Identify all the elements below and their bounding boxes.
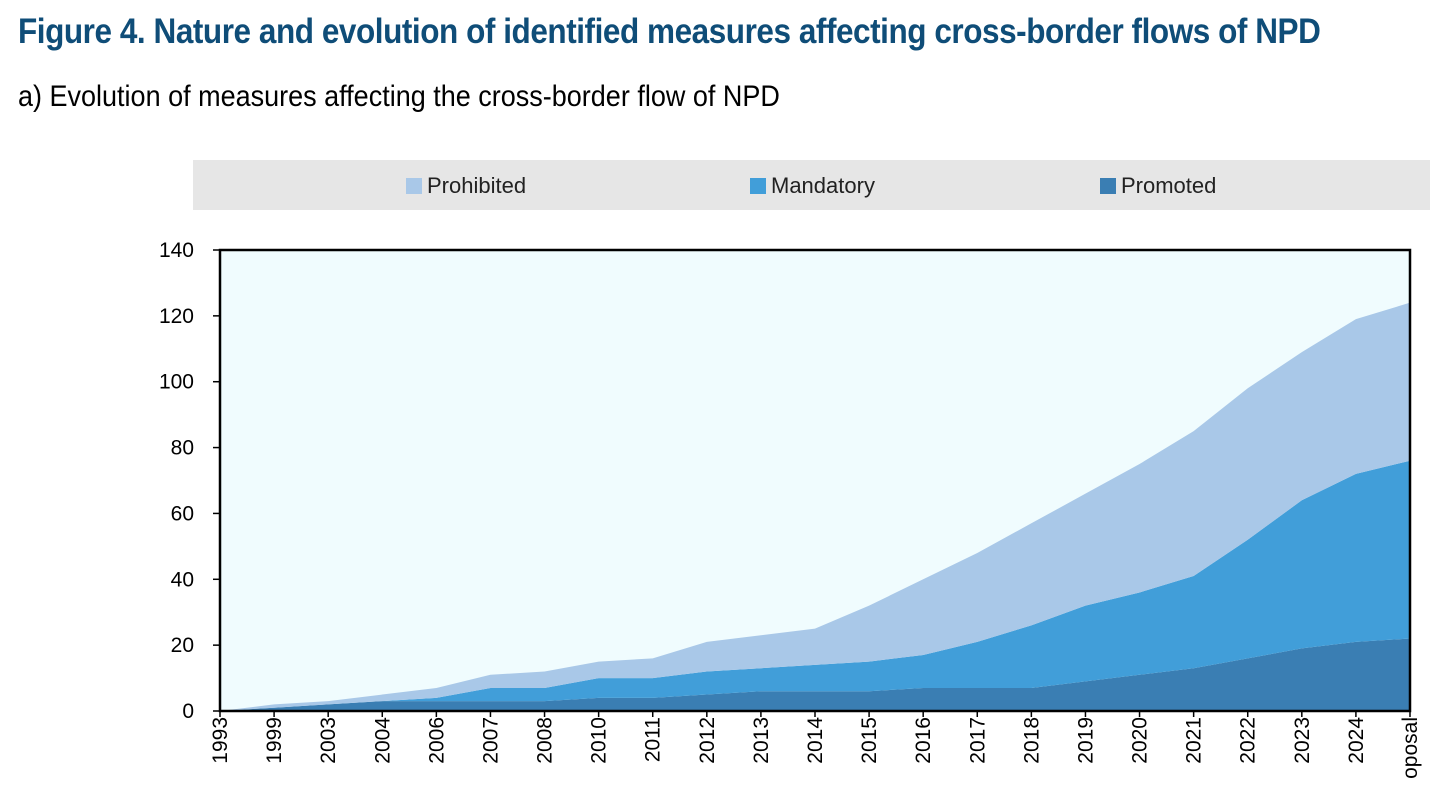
x-tick-label: 2017 [966,717,989,764]
x-tick-label: 2022 [1237,717,1260,764]
legend-item-promoted: Promoted [1100,173,1216,199]
legend-label-mandatory: Mandatory [771,173,875,198]
x-tick-label: 2008 [534,717,557,764]
x-tick-label: 2011 [642,717,665,762]
x-tick-label: 1999 [263,717,286,764]
area-promoted [220,638,1410,711]
x-tick-label: 2018 [1020,717,1043,764]
chart-legend: Prohibited Mandatory Promoted [193,160,1430,210]
y-tick-label: 120 [159,305,194,328]
area-prohibited [220,302,1410,711]
x-tick-label: 2020 [1129,717,1152,764]
x-tick-label: oposal [1399,717,1422,779]
x-tick-label: 2003 [317,717,340,764]
x-tick-label: 2023 [1291,717,1314,764]
legend-swatch-mandatory [750,178,766,194]
x-tick-label: 2014 [804,717,827,764]
legend-label-promoted: Promoted [1121,173,1217,198]
area-mandatory [220,460,1410,711]
x-tick-label: 2012 [696,717,719,764]
y-tick-label: 60 [171,502,194,525]
y-tick-label: 0 [182,700,194,723]
x-tick-label: 2021 [1183,717,1206,764]
y-tick-label: 40 [171,568,194,591]
x-tick-label: 2019 [1074,717,1097,764]
x-tick-label: 2010 [588,717,611,764]
x-tick-label: 2016 [912,717,935,764]
x-tick-label: 2006 [425,717,448,764]
x-tick-label: 2024 [1345,717,1368,764]
y-tick-label: 100 [159,371,194,394]
x-tick-label: 2015 [858,717,881,764]
x-tick-label: 2004 [371,717,394,764]
legend-label-prohibited: Prohibited [427,173,527,198]
figure-subtitle: a) Evolution of measures affecting the c… [18,80,780,113]
figure-title: Figure 4. Nature and evolution of identi… [18,12,1321,51]
y-tick-label: 80 [171,437,194,460]
y-tick-label: 20 [171,634,194,657]
legend-swatch-promoted [1100,178,1116,194]
legend-item-prohibited: Prohibited [406,173,526,199]
y-tick-label: 140 [159,239,194,262]
x-tick-label: 1993 [209,717,232,764]
legend-item-mandatory: Mandatory [750,173,875,199]
x-tick-label: 2007 [479,717,502,764]
x-tick-label: 2013 [750,717,773,764]
legend-swatch-prohibited [406,178,422,194]
